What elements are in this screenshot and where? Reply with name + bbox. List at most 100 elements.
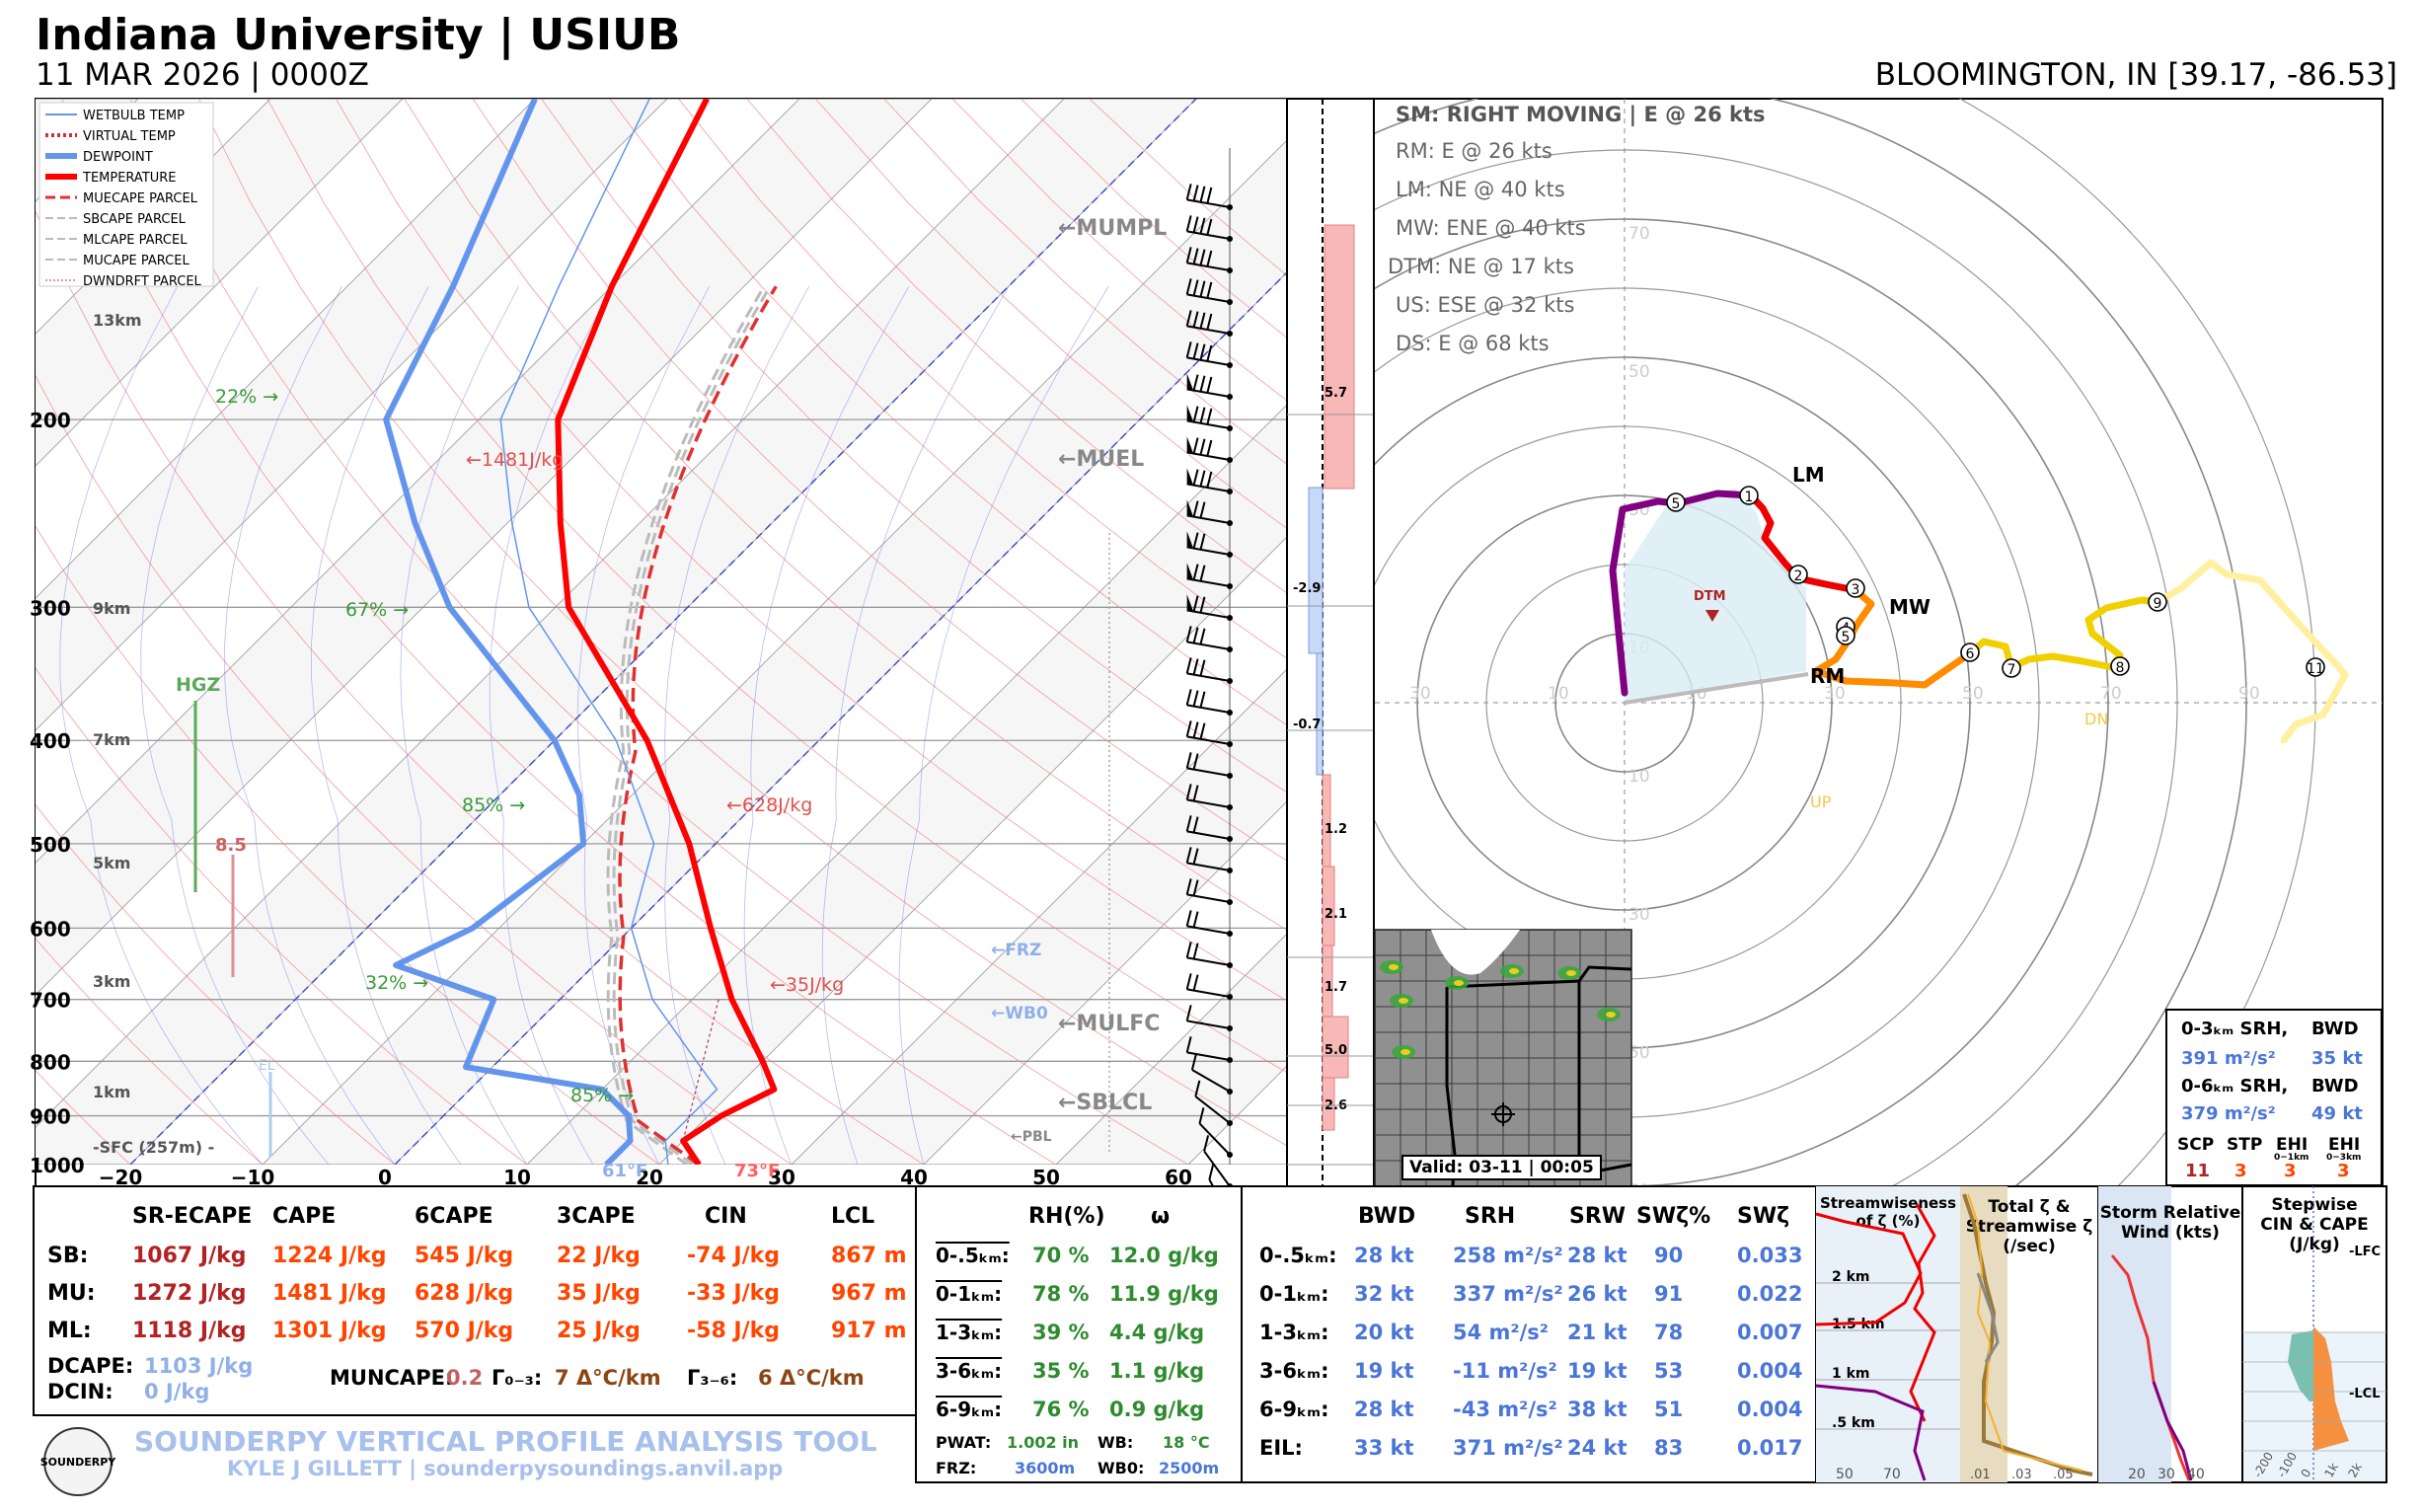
wind-barb-feather bbox=[1206, 408, 1213, 425]
storm-motion-item: DS: E @ 68 kts bbox=[1396, 332, 1550, 355]
wind-barb-feather bbox=[1199, 596, 1206, 614]
thermo-cell: 628 J/kg bbox=[415, 1281, 514, 1306]
wind-barb-flag bbox=[1186, 563, 1193, 579]
legend-entry: WETBULB TEMP bbox=[83, 109, 185, 123]
wind-barb-feather bbox=[1192, 216, 1199, 233]
height-marker-label: 8 bbox=[2116, 660, 2125, 676]
inflow-value: 1.7 bbox=[1325, 980, 1347, 995]
mixing-ratio-cell: 4.4 g/kg bbox=[1109, 1321, 1205, 1344]
wind-barb-flag bbox=[1186, 436, 1193, 453]
wind-barb-feather bbox=[1192, 595, 1199, 612]
sw-xtick: 70 bbox=[1883, 1467, 1901, 1482]
ring-label: 70 bbox=[1628, 224, 1650, 244]
height-label: 5km bbox=[93, 854, 130, 872]
vorticity-title: (/sec) bbox=[2003, 1237, 2055, 1256]
wind-barb-feather bbox=[1192, 279, 1199, 296]
col-swz: SWζ bbox=[1737, 1204, 1790, 1229]
rh-cell: 70 % bbox=[1032, 1244, 1090, 1267]
wind-barb-feather bbox=[1192, 311, 1199, 328]
scp-value: 11 bbox=[2185, 1161, 2211, 1181]
cape-label: ←35J/kg bbox=[770, 974, 844, 996]
cin-cape-title: CIN & CAPE bbox=[2260, 1215, 2368, 1235]
wind-barb-feather bbox=[1199, 470, 1206, 488]
pressure-tick-label: 200 bbox=[30, 409, 71, 432]
col-6cape: 6CAPE bbox=[415, 1204, 493, 1229]
sw-xtick: 50 bbox=[1836, 1467, 1854, 1482]
height-marker bbox=[2148, 592, 2167, 612]
wind-barb-feather bbox=[1185, 720, 1192, 737]
thermo-cell: 570 J/kg bbox=[415, 1319, 514, 1343]
wind-barb-feather bbox=[1199, 249, 1206, 266]
small-level-label: ←FRZ bbox=[991, 941, 1041, 960]
col-srw: SRW bbox=[1569, 1204, 1627, 1229]
wind-barb-feather bbox=[1192, 879, 1199, 896]
level-label: ←MUEL bbox=[1058, 447, 1144, 472]
frz-label: FRZ: bbox=[936, 1459, 977, 1477]
kinematic-cell: 0.004 bbox=[1737, 1398, 1803, 1421]
bwd06-value: 49 kt bbox=[2311, 1103, 2363, 1124]
wind-barb-feather bbox=[1185, 910, 1192, 927]
ring-label: 30 bbox=[1628, 905, 1650, 925]
wind-barb-feather bbox=[1192, 658, 1199, 675]
chart-title: Indiana University | USIUB bbox=[36, 10, 681, 60]
kinematic-cell: 0.017 bbox=[1737, 1436, 1803, 1460]
kinematic-cell: 91 bbox=[1654, 1282, 1684, 1306]
srh-inset: 0-3ₖₘ SRH, BWD 391 m²/s² 35 kt 0-6ₖₘ SRH… bbox=[2165, 1009, 2383, 1186]
wind-barb-shaft bbox=[1198, 1122, 1231, 1156]
cape-label: ←1481J/kg bbox=[466, 449, 564, 471]
kinematic-cell: 20 kt bbox=[1354, 1321, 1414, 1344]
wind-barb-feather bbox=[1199, 691, 1206, 709]
col-cape: CAPE bbox=[272, 1204, 337, 1229]
wind-barb-feather bbox=[1185, 184, 1192, 200]
hodograph-trace bbox=[1812, 586, 1974, 689]
inflow-value: 5.0 bbox=[1325, 1043, 1347, 1058]
wind-barb-feather bbox=[1192, 532, 1199, 549]
wind-barb-feather bbox=[1199, 533, 1206, 551]
wind-barb-feather bbox=[1192, 437, 1199, 454]
dcape-value: 1103 J/kg bbox=[144, 1354, 254, 1378]
kinematic-cell: 28 kt bbox=[1354, 1244, 1414, 1267]
srw-title: Wind (kts) bbox=[2121, 1223, 2220, 1243]
small-level-label: ←WB0 bbox=[991, 1004, 1048, 1023]
wind-barb-feather bbox=[1199, 628, 1206, 645]
height-marker-label: 5 bbox=[1672, 496, 1681, 512]
moisture-row-label: 0-.5ₖₘ: bbox=[936, 1244, 1010, 1267]
mixing-ratio-cell: 12.0 g/kg bbox=[1109, 1244, 1219, 1267]
gamma36-value: 6 Δ°C/km bbox=[758, 1366, 865, 1390]
height-marker-label: 9 bbox=[2154, 596, 2162, 612]
srw-xtick: 30 bbox=[2158, 1467, 2175, 1482]
thermo-cell: -33 J/kg bbox=[687, 1281, 781, 1306]
height-label: 13km bbox=[93, 311, 142, 330]
pressure-tick-label: 900 bbox=[30, 1105, 71, 1129]
rh-label: 85% → bbox=[462, 794, 525, 816]
kinematic-cell: 33 kt bbox=[1354, 1436, 1414, 1460]
wind-barb-feather bbox=[1198, 1107, 1205, 1124]
kinematic-cell: 19 kt bbox=[1354, 1359, 1414, 1383]
legend-entry: TEMPERATURE bbox=[82, 171, 177, 186]
wind-barb-feather bbox=[1206, 439, 1213, 457]
wb0-value: 2500m bbox=[1159, 1459, 1220, 1477]
rh-cell: 35 % bbox=[1032, 1359, 1090, 1383]
col-srecape: SR-ECAPE bbox=[132, 1204, 253, 1229]
wind-barb-feather bbox=[1192, 943, 1199, 959]
kinematic-cell: 51 bbox=[1654, 1398, 1684, 1421]
height-marker bbox=[2002, 658, 2021, 678]
wind-barb-feather bbox=[1206, 218, 1213, 236]
height-marker bbox=[1846, 578, 1865, 598]
wind-barb-feather bbox=[1192, 406, 1199, 422]
srh03-label: 0-3ₖₘ SRH, bbox=[2181, 1019, 2289, 1039]
wind-barb-feather bbox=[1199, 375, 1206, 393]
wind-barb-feather bbox=[1185, 278, 1192, 295]
thermo-cell: 917 m bbox=[831, 1319, 907, 1343]
vort-xtick: .01 bbox=[1970, 1468, 1991, 1482]
thermo-cell: 1224 J/kg bbox=[272, 1244, 387, 1268]
col-rh: RH(%) bbox=[1028, 1204, 1105, 1229]
wind-barb-feather bbox=[1185, 247, 1192, 264]
scp-label: SCP bbox=[2177, 1135, 2215, 1155]
thermo-cell: 867 m bbox=[831, 1244, 907, 1268]
pwat-label: PWAT: bbox=[936, 1433, 992, 1452]
kinematic-table-frame bbox=[1241, 1185, 1817, 1483]
col-srh: SRH bbox=[1465, 1204, 1516, 1229]
